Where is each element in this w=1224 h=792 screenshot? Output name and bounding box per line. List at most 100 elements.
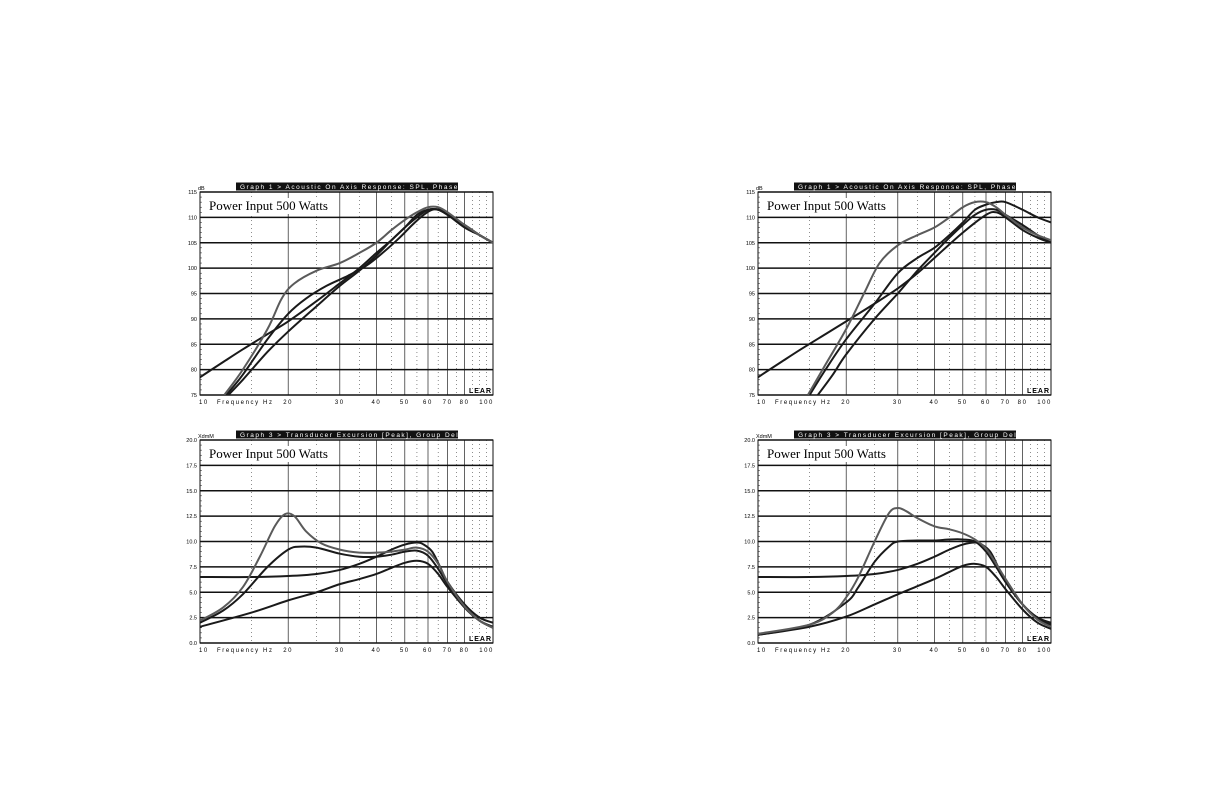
y-tick-label: 15.0 xyxy=(744,489,755,495)
series-line-4 xyxy=(200,512,493,629)
y-tick-label: 75 xyxy=(749,393,755,399)
x-tick-label: 70 xyxy=(443,400,453,406)
x-tick-label: 50 xyxy=(958,400,968,406)
series-line-1 xyxy=(758,211,1051,379)
x-tick-label: 60 xyxy=(981,400,991,406)
x-tick-label: 60 xyxy=(981,648,991,654)
y-axis-unit-label: dB xyxy=(756,186,763,192)
x-tick-label: 30 xyxy=(893,648,903,654)
y-tick-label: 15.0 xyxy=(186,489,197,495)
chart-panel-spl-right: dB Graph 1 > Acoustic On Axis Response: S… xyxy=(738,182,1056,406)
x-tick-label: 100 xyxy=(1037,400,1052,406)
y-tick-label: 90 xyxy=(191,317,197,323)
x-tick-label: 80 xyxy=(1018,648,1028,654)
y-tick-label: 110 xyxy=(188,215,197,221)
lear-logo: LEAR xyxy=(469,388,492,395)
y-tick-label: 90 xyxy=(749,317,755,323)
y-tick-label: 17.5 xyxy=(744,463,755,469)
series-line-3 xyxy=(758,562,1051,636)
series-line-2 xyxy=(227,208,493,395)
y-tick-label: 0.0 xyxy=(189,641,197,647)
y-tick-label: 20.0 xyxy=(186,438,197,444)
plot-border xyxy=(199,439,494,644)
y-tick-label: 20.0 xyxy=(744,438,755,444)
y-tick-label: 80 xyxy=(191,368,197,374)
x-tick-label: 30 xyxy=(335,648,345,654)
annotation-background xyxy=(764,198,892,214)
y-tick-label: 10.0 xyxy=(744,540,755,546)
y-tick-label: 115 xyxy=(746,190,755,196)
series-line-2 xyxy=(808,200,1051,395)
y-tick-label: 5.0 xyxy=(189,590,197,596)
y-tick-label: 95 xyxy=(749,292,755,298)
y-tick-label: 110 xyxy=(746,215,755,221)
y-tick-label: 105 xyxy=(746,241,755,247)
y-tick-label: 12.5 xyxy=(744,514,755,520)
y-tick-label: 10.0 xyxy=(186,540,197,546)
y-tick-label: 80 xyxy=(749,368,755,374)
x-tick-label: 30 xyxy=(893,400,903,406)
y-tick-label: 115 xyxy=(188,190,197,196)
x-tick-label: 20 xyxy=(283,648,293,654)
x-tick-label: 50 xyxy=(958,648,968,654)
y-axis-unit-label: XdmM xyxy=(756,434,772,440)
x-tick-label: 10 xyxy=(757,648,767,654)
x-axis-label: Frequency Hz xyxy=(217,648,274,654)
chart-panel-spl-left: dB Graph 1 > Acoustic On Axis Response: S… xyxy=(180,182,498,406)
x-tick-label: 20 xyxy=(283,400,293,406)
y-tick-label: 0.0 xyxy=(747,641,755,647)
chart-panel-excursion-right: XdmM Graph 3 > Transducer Excursion [Peak… xyxy=(738,430,1056,654)
annotation-background xyxy=(206,446,334,462)
power-input-annotation: Power Input 500 Watts xyxy=(767,446,886,461)
y-tick-label: 7.5 xyxy=(747,565,755,571)
x-tick-label: 10 xyxy=(199,400,209,406)
y-tick-label: 2.5 xyxy=(747,616,755,622)
x-tick-label: 100 xyxy=(1037,648,1052,654)
y-tick-label: 105 xyxy=(188,241,197,247)
x-tick-label: 10 xyxy=(199,648,209,654)
annotation-background xyxy=(764,446,892,462)
series-line-4 xyxy=(807,200,1051,395)
y-tick-label: 17.5 xyxy=(186,463,197,469)
y-axis-unit-label: dB xyxy=(198,186,205,192)
series-line-2 xyxy=(200,545,493,629)
x-tick-label: 100 xyxy=(479,400,494,406)
x-tick-label: 100 xyxy=(479,648,494,654)
x-tick-label: 40 xyxy=(371,648,381,654)
chart-title: Graph 1 > Acoustic On Axis Response: SPL… xyxy=(798,184,1017,191)
y-tick-label: 100 xyxy=(746,266,755,272)
title-bar xyxy=(236,182,458,191)
power-input-annotation: Power Input 500 Watts xyxy=(209,446,328,461)
series-line-4 xyxy=(758,506,1051,635)
y-tick-label: 85 xyxy=(749,342,755,348)
series-line-4 xyxy=(223,205,493,395)
x-axis-label: Frequency Hz xyxy=(775,400,832,406)
title-bar xyxy=(794,182,1016,191)
power-input-annotation: Power Input 500 Watts xyxy=(209,198,328,213)
chart-svg: XdmM Graph 3 > Transducer Excursion [Peak… xyxy=(744,430,1052,654)
chart-title: Graph 1 > Acoustic On Axis Response: SPL… xyxy=(240,184,459,191)
chart-title: Graph 3 > Transducer Excursion [Peak], G… xyxy=(798,432,1027,439)
x-tick-label: 80 xyxy=(460,400,470,406)
x-axis-label: Frequency Hz xyxy=(775,648,832,654)
x-tick-label: 60 xyxy=(423,400,433,406)
plot-border xyxy=(757,191,1052,396)
y-tick-label: 7.5 xyxy=(189,565,197,571)
x-tick-label: 20 xyxy=(841,400,851,406)
x-tick-label: 70 xyxy=(1001,400,1011,406)
x-tick-label: 60 xyxy=(423,648,433,654)
series-line-3 xyxy=(817,208,1051,395)
x-tick-label: 70 xyxy=(443,648,453,654)
series-line-3 xyxy=(225,208,493,395)
x-tick-label: 50 xyxy=(400,400,410,406)
x-tick-label: 10 xyxy=(757,400,767,406)
x-tick-label: 80 xyxy=(460,648,470,654)
chart-svg: dB Graph 1 > Acoustic On Axis Response: S… xyxy=(746,182,1052,406)
x-tick-label: 30 xyxy=(335,400,345,406)
lear-logo: LEAR xyxy=(1027,636,1050,643)
chart-title: Graph 3 > Transducer Excursion [Peak], G… xyxy=(240,432,469,439)
y-tick-label: 2.5 xyxy=(189,616,197,622)
x-tick-label: 70 xyxy=(1001,648,1011,654)
plot-border xyxy=(757,439,1052,644)
title-bar xyxy=(236,430,458,439)
